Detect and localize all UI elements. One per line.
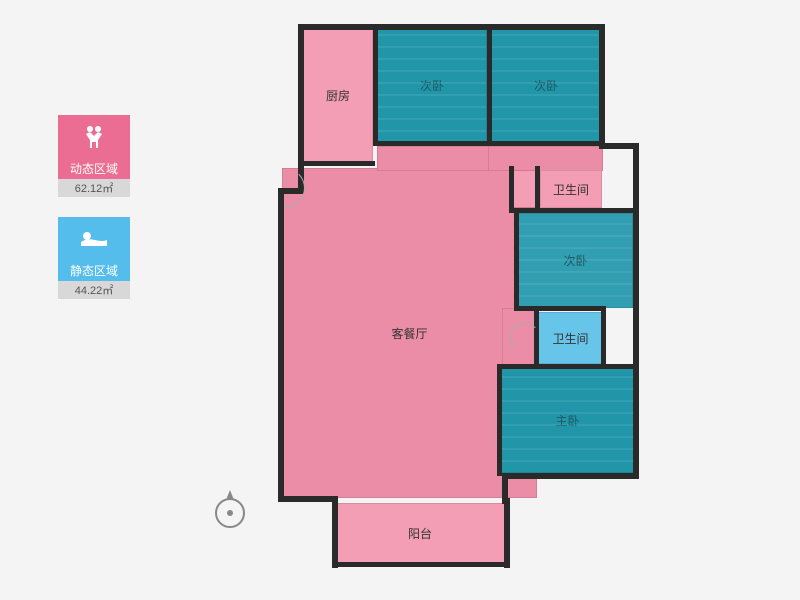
room-label: 卫生间 [553,181,589,198]
room-kitchen: 厨房 [303,28,373,163]
room-bedroom2c: 次卧 [518,213,633,308]
room-balcony: 阳台 [335,503,505,563]
door-arc [510,323,540,353]
people-icon [58,115,130,157]
floor-plan: 客餐厅 厨房 次卧 次卧 卫生间 次卧 卫生间 主卧 阳台 [270,18,665,583]
room-label: 次卧 [563,252,587,269]
room-bathroom2: 卫生间 [538,312,603,364]
legend-dynamic-value: 62.12㎡ [58,179,130,197]
room-label: 阳台 [408,525,432,542]
legend-static: 静态区域 44.22㎡ [58,217,130,299]
sleep-icon [58,217,130,259]
legend-dynamic-label: 动态区域 [58,157,130,179]
room-bathroom1: 卫生间 [540,170,602,208]
legend-static-label: 静态区域 [58,259,130,281]
door-arc [265,168,305,208]
compass-icon [210,490,250,530]
room-label: 厨房 [326,87,350,104]
legend-dynamic: 动态区域 62.12㎡ [58,115,130,197]
room-label: 次卧 [420,77,444,94]
room-label: 卫生间 [552,330,588,347]
room-living-ext2 [488,146,603,171]
room-master: 主卧 [500,368,635,473]
legend-static-value: 44.22㎡ [58,281,130,299]
room-bedroom2b: 次卧 [491,28,601,143]
room-label: 客餐厅 [391,325,427,342]
room-bedroom2a: 次卧 [377,28,487,143]
legend-panel: 动态区域 62.12㎡ 静态区域 44.22㎡ [58,115,130,319]
room-label: 主卧 [555,412,579,429]
room-label: 次卧 [534,77,558,94]
